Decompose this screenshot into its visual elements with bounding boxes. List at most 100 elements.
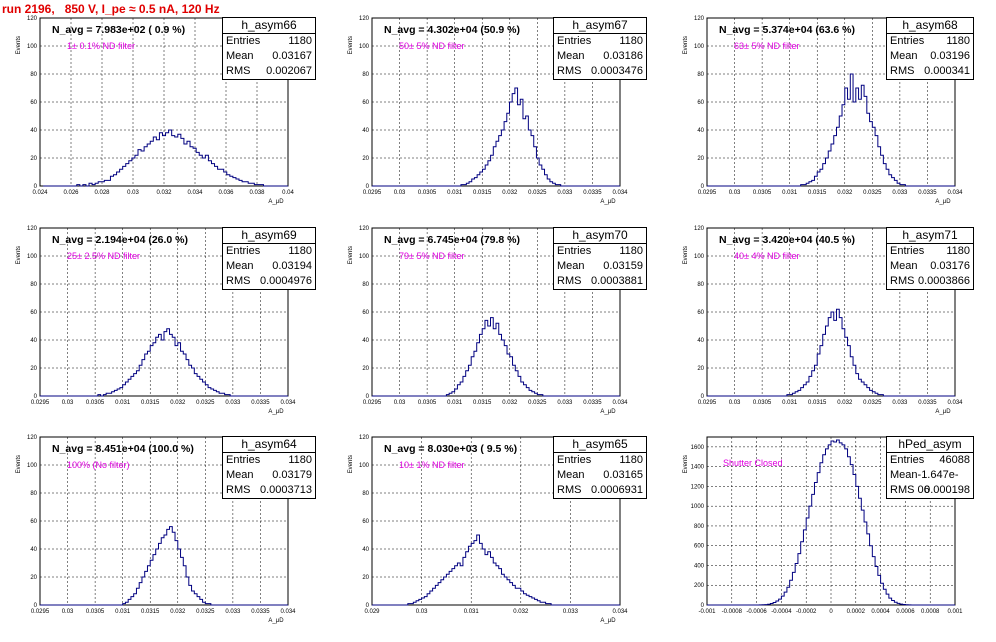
histogram-svg: 0 20 40 60 80 100 120 0.0295 0.03 0.0305 0.031 0.03… (16, 435, 296, 624)
x-axis-label: A_μD (268, 409, 284, 415)
stats-key: RMS (557, 275, 582, 287)
stats-row-rms: RMS 0.0003866 (887, 274, 973, 289)
stats-value: 46088 (939, 454, 970, 466)
x-tick-label: 0.034 (612, 609, 628, 615)
y-tick-label: 60 (30, 310, 37, 316)
y-tick-label: 100 (359, 463, 370, 469)
x-tick-label: 0.03 (62, 400, 74, 406)
y-tick-label: 80 (30, 72, 37, 78)
stats-row-entries: Entries 1180 (223, 453, 315, 468)
stats-key: Mean (226, 469, 254, 481)
histogram-svg: 0 20 40 60 80 100 120 0.0295 0.03 0.0305 0.031 0.03… (16, 226, 296, 415)
stats-row-rms: RMS 0.0003713 (223, 483, 315, 498)
y-tick-label: 20 (697, 156, 704, 162)
stats-row-entries: Entries 1180 (887, 34, 973, 49)
stats-key: RMS (890, 65, 915, 77)
y-tick-label: 200 (694, 583, 705, 589)
y-tick-label: 0 (701, 394, 705, 400)
x-tick-label: 0.031 (115, 400, 131, 406)
filter-annotation: 10± 1% ND filter (399, 460, 464, 470)
plot-frame (371, 17, 621, 187)
x-tick-label: 0.03 (729, 400, 741, 406)
histogram-svg: 0 20 40 60 80 100 120 0.0295 0.03 0.0305 0.031 0.03… (348, 16, 628, 205)
navg-label: N_avg = 4.302e+04 (50.9 %) (384, 24, 520, 36)
stats-row-rms: RMS 0.0004976 (223, 274, 315, 289)
x-tick-label: 0.024 (32, 190, 48, 196)
y-tick-label: 120 (27, 16, 38, 22)
stats-histogram-name: h_asym70 (554, 228, 646, 244)
x-axis-label: A_μD (600, 409, 616, 415)
y-tick-label: 60 (697, 310, 704, 316)
histogram-panel-h_asym65: 0 20 40 60 80 100 120 0.029 0.03 0.031 0.032 0.033 0… (342, 435, 672, 642)
x-tick-label: 0.0305 (753, 190, 772, 196)
stats-histogram-name: hPed_asym (887, 437, 973, 453)
y-axis-label: Events (683, 36, 689, 54)
stats-row-rms: RMS 0.0003476 (554, 64, 646, 79)
stats-histogram-name: h_asym66 (223, 18, 315, 34)
navg-label: N_avg = 5.374e+04 (63.6 %) (719, 24, 855, 36)
y-tick-label: 80 (30, 282, 37, 288)
x-tick-label: 0.032 (837, 400, 853, 406)
stats-value: 0.0003881 (591, 275, 643, 287)
x-tick-label: -0.0006 (746, 609, 767, 615)
x-tick-label: 0.0325 (196, 400, 215, 406)
x-tick-label: 0 (829, 609, 833, 615)
stats-box: h_asym65 Entries 1180 Mean 0.03165 RMS 0.00069… (553, 436, 647, 499)
x-tick-label: 0.033 (563, 609, 579, 615)
y-tick-label: 100 (27, 463, 38, 469)
x-tick-label: 0.0335 (251, 400, 270, 406)
y-tick-label: 60 (362, 310, 369, 316)
x-tick-label: 0.033 (225, 400, 241, 406)
stats-row-entries: Entries 1180 (554, 244, 646, 259)
stats-histogram-name: h_asym71 (887, 228, 973, 244)
stats-row-entries: Entries 1180 (223, 244, 315, 259)
x-tick-label: 0.031 (782, 400, 798, 406)
y-tick-label: 80 (697, 72, 704, 78)
stats-row-mean: Mean -1.647e-06 (887, 468, 973, 496)
x-tick-label: 0.034 (947, 190, 963, 196)
filter-annotation: 25± 2.5% ND filter (67, 251, 140, 261)
histogram-svg: 0 20 40 60 80 100 120 0.024 0.026 0.028 0.03 0.032 0… (16, 16, 294, 205)
y-tick-label: 1000 (691, 504, 705, 510)
y-tick-label: 0 (701, 184, 705, 190)
y-axis-label: Events (348, 36, 354, 54)
stats-key: Entries (226, 245, 261, 257)
stats-key: Mean (890, 260, 918, 272)
x-tick-label: 0.033 (557, 190, 573, 196)
histogram-panel-h_asym66: 0 20 40 60 80 100 120 0.024 0.026 0.028 0.03 0.032 0… (10, 16, 340, 223)
y-tick-label: 0 (366, 184, 370, 190)
histogram-panel-hPed_asym: 0 200 400 600 800 1000 1200 1400 1600 -0.001 -0.00… (677, 436, 996, 642)
stats-row-rms: RMS 0.000341 (887, 64, 973, 79)
stats-row-entries: Entries 1180 (223, 34, 315, 49)
x-tick-label: 0.0006 (896, 609, 915, 615)
stats-row-mean: Mean 0.03196 (887, 49, 973, 64)
stats-key: Mean (890, 50, 918, 62)
stats-row-rms: RMS 0.0006931 (554, 483, 646, 498)
x-tick-label: 0.032 (837, 190, 853, 196)
x-tick-label: -0.001 (698, 609, 716, 615)
plot-frame (706, 227, 956, 397)
stats-value: 1180 (946, 245, 970, 257)
x-tick-label: -0.0008 (722, 609, 743, 615)
y-tick-label: 800 (694, 524, 705, 530)
y-tick-label: 80 (362, 72, 369, 78)
stats-key: Entries (226, 454, 261, 466)
plot-frame (39, 227, 289, 397)
plot-frame (706, 17, 956, 187)
y-axis-label: Events (16, 455, 22, 473)
stats-row-rms: RMS 0.002067 (223, 64, 315, 79)
y-axis-label: Events (348, 246, 354, 264)
stats-value: 0.03186 (603, 50, 643, 62)
y-tick-label: 60 (362, 519, 369, 525)
y-tick-label: 0 (34, 603, 38, 609)
y-tick-label: 40 (697, 128, 704, 134)
histogram-panel-h_asym71: 0 20 40 60 80 100 120 0.0295 0.03 0.0305 0.031 0.03… (677, 226, 996, 433)
stats-key: Entries (226, 35, 261, 47)
stats-row-rms: RMS 0.000198 (887, 483, 973, 498)
stats-value: 1180 (946, 35, 970, 47)
histogram-line (372, 87, 620, 187)
x-tick-label: 0.0295 (698, 400, 717, 406)
x-tick-label: -0.0002 (796, 609, 817, 615)
navg-label: N_avg = 7.983e+02 ( 0.9 %) (52, 24, 185, 36)
histogram-panel-h_asym69: 0 20 40 60 80 100 120 0.0295 0.03 0.0305 0.031 0.03… (10, 226, 340, 433)
